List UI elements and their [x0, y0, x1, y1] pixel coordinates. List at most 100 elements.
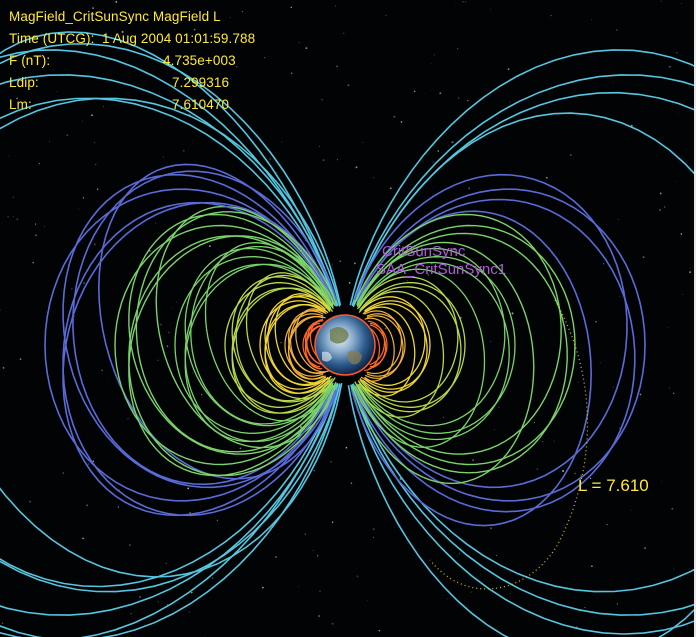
star: [465, 1, 467, 3]
star: [332, 263, 334, 265]
star: [35, 234, 37, 236]
star: [562, 470, 565, 472]
star: [400, 121, 403, 123]
star: [511, 312, 514, 315]
star: [644, 547, 646, 549]
field-line: [184, 247, 334, 427]
star: [630, 124, 633, 127]
field-line: [97, 163, 339, 480]
star: [62, 472, 65, 474]
sensor-label[interactable]: SAA_CritSunSync1: [376, 261, 507, 278]
star: [203, 78, 205, 80]
star: [393, 115, 396, 118]
star: [591, 19, 592, 21]
star: [373, 536, 374, 538]
star: [595, 320, 597, 323]
star: [53, 560, 55, 562]
star: [457, 556, 459, 558]
star: [29, 500, 32, 503]
star: [290, 72, 293, 74]
star: [339, 260, 341, 262]
star: [38, 162, 41, 165]
star: [348, 281, 351, 284]
field-line: [354, 290, 445, 418]
field-line: [259, 300, 326, 390]
field-line: [204, 242, 337, 422]
star: [331, 521, 334, 523]
star: [542, 441, 544, 442]
star: [154, 222, 156, 224]
star: [386, 360, 388, 362]
star: [244, 222, 246, 224]
satellite-label[interactable]: CritSunSync: [382, 243, 466, 260]
star: [407, 420, 409, 422]
star: [168, 331, 170, 334]
field-line: [0, 31, 343, 578]
star: [367, 600, 368, 602]
time-label: Time (UTCG):: [9, 31, 95, 46]
star: [189, 512, 191, 514]
star: [510, 593, 512, 594]
star: [32, 261, 34, 264]
star: [269, 158, 271, 160]
star: [362, 142, 364, 143]
field-line: [357, 261, 510, 441]
field-line: [358, 306, 416, 397]
star: [413, 450, 416, 452]
star: [281, 141, 283, 143]
field-line: [366, 313, 406, 377]
star: [553, 440, 555, 442]
star: [86, 504, 89, 507]
star: [350, 482, 353, 484]
star: [44, 226, 46, 228]
star: [49, 140, 50, 142]
star: [162, 156, 164, 158]
field-line: [235, 274, 334, 402]
field-line: [224, 282, 331, 408]
field-line: [0, 49, 341, 593]
star: [205, 130, 206, 132]
field-line: [359, 282, 466, 408]
star: [356, 575, 359, 578]
star: [453, 248, 455, 251]
star: [331, 622, 334, 625]
star: [494, 428, 495, 430]
star: [533, 421, 536, 424]
field-line: [128, 213, 336, 455]
star: [671, 507, 674, 510]
star: [642, 256, 645, 258]
star: [660, 0, 662, 2]
field-line: [349, 49, 696, 593]
star: [66, 134, 69, 137]
star: [172, 307, 173, 308]
star: [673, 392, 675, 395]
star: [13, 216, 15, 218]
field-line: [364, 310, 402, 375]
l-shell-label: L = 7.610: [578, 476, 649, 495]
star: [451, 141, 454, 144]
field-line: [357, 286, 462, 413]
field-line: [364, 300, 431, 390]
star: [584, 607, 586, 609]
star: [193, 28, 196, 31]
star: [385, 14, 387, 16]
window-border: [694, 0, 696, 637]
star: [569, 154, 572, 156]
star: [298, 586, 300, 587]
star: [467, 99, 469, 102]
star: [318, 615, 321, 617]
star: [498, 406, 500, 408]
overlay-title: MagField_CritSunSync MagField L: [9, 9, 221, 24]
star: [591, 565, 593, 568]
star: [107, 380, 109, 382]
star: [468, 187, 470, 190]
star: [504, 203, 505, 205]
field-line: [44, 188, 334, 502]
field-line: [353, 268, 486, 448]
star: [305, 47, 308, 50]
field-line: [347, 112, 696, 637]
star: [659, 209, 661, 211]
star: [321, 99, 323, 101]
